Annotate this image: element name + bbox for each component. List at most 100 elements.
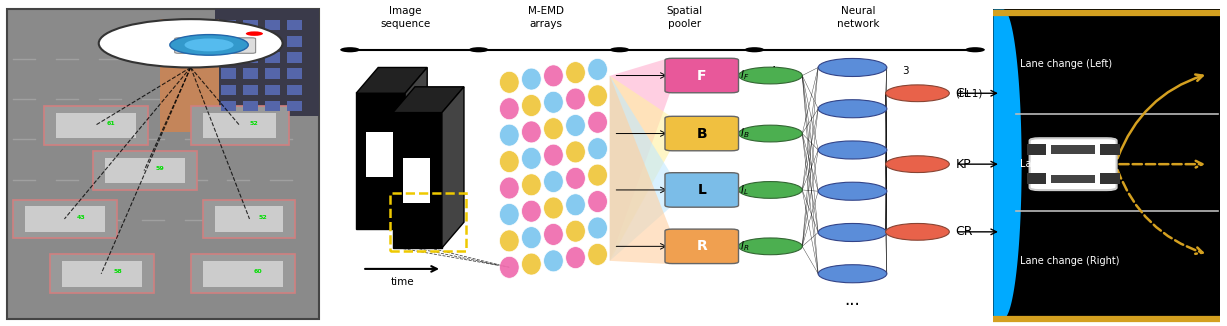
Ellipse shape [499, 230, 519, 252]
Ellipse shape [566, 62, 585, 83]
Ellipse shape [499, 203, 519, 225]
FancyBboxPatch shape [1029, 138, 1117, 190]
Bar [1027, 173, 1047, 185]
Text: (t+1): (t+1) [956, 88, 983, 98]
Text: KP: KP [956, 158, 971, 170]
Bar [994, 9, 1220, 322]
Polygon shape [442, 87, 464, 248]
Ellipse shape [588, 111, 607, 133]
Ellipse shape [588, 138, 607, 160]
Ellipse shape [521, 95, 541, 116]
Circle shape [469, 47, 488, 52]
Circle shape [886, 85, 950, 102]
Ellipse shape [521, 121, 541, 143]
Circle shape [184, 38, 233, 52]
Circle shape [739, 67, 802, 84]
Bar [1052, 145, 1096, 155]
Text: Neural
network: Neural network [837, 7, 880, 29]
Ellipse shape [521, 147, 541, 169]
Text: 40: 40 [250, 121, 259, 126]
Polygon shape [610, 58, 670, 261]
Bar [215, 206, 282, 232]
Text: Spatial
pooler: Spatial pooler [666, 7, 703, 29]
Bar [287, 20, 302, 30]
Ellipse shape [588, 58, 607, 81]
Bar [265, 84, 280, 95]
Bar [104, 158, 184, 184]
Text: 47: 47 [254, 269, 263, 274]
Bar [202, 261, 282, 287]
Bar [7, 9, 319, 319]
Text: time: time [391, 277, 415, 287]
Ellipse shape [544, 91, 563, 113]
Bar [202, 200, 294, 238]
Bar [287, 101, 302, 111]
Circle shape [818, 265, 887, 283]
Bar [221, 84, 236, 95]
Ellipse shape [544, 65, 563, 87]
Ellipse shape [544, 223, 563, 245]
Ellipse shape [521, 200, 541, 222]
Ellipse shape [544, 197, 563, 219]
Ellipse shape [566, 141, 585, 163]
Bar [393, 112, 442, 248]
Bar [287, 52, 302, 63]
Text: (t-1): (t-1) [355, 101, 377, 111]
Bar [265, 68, 280, 79]
Polygon shape [610, 76, 670, 264]
Ellipse shape [588, 191, 607, 213]
Polygon shape [994, 9, 1022, 319]
FancyBboxPatch shape [174, 38, 255, 53]
Bar [366, 132, 393, 177]
Bar [56, 112, 135, 138]
Text: 56: 56 [76, 215, 85, 219]
Bar [265, 52, 280, 63]
Bar [215, 9, 319, 116]
Bar [265, 36, 280, 47]
Ellipse shape [544, 170, 563, 193]
Ellipse shape [521, 253, 541, 275]
Circle shape [739, 238, 802, 255]
Text: 50: 50 [833, 66, 847, 76]
FancyBboxPatch shape [665, 173, 739, 207]
Bar [221, 36, 236, 47]
Polygon shape [610, 76, 670, 261]
FancyBboxPatch shape [665, 116, 739, 151]
Bar [221, 52, 236, 63]
Ellipse shape [544, 250, 563, 272]
FancyBboxPatch shape [665, 229, 739, 264]
Bar [13, 200, 117, 238]
Bar [287, 84, 302, 95]
Text: B: B [697, 126, 707, 141]
Circle shape [340, 47, 360, 52]
Bar [243, 20, 258, 30]
Bar [221, 20, 236, 30]
Circle shape [739, 182, 802, 198]
Bar [265, 101, 280, 111]
Text: $I_{F}$: $I_{F}$ [740, 69, 750, 82]
Bar [44, 106, 147, 145]
Text: Lane change (Right): Lane change (Right) [1021, 256, 1120, 266]
Ellipse shape [499, 124, 519, 146]
Circle shape [169, 35, 248, 55]
Text: CL: CL [956, 87, 972, 100]
Bar [50, 254, 153, 293]
Text: $I_{L}$: $I_{L}$ [740, 183, 748, 197]
Text: ···: ··· [844, 296, 860, 314]
Circle shape [886, 223, 950, 240]
Ellipse shape [521, 174, 541, 196]
Text: F: F [697, 68, 707, 82]
Text: M-EMD
arrays: M-EMD arrays [528, 7, 564, 29]
Polygon shape [405, 67, 427, 229]
Bar [402, 158, 429, 203]
Ellipse shape [588, 217, 607, 239]
Bar [356, 93, 405, 229]
Bar [26, 206, 104, 232]
Text: $I_{R}$: $I_{R}$ [740, 239, 750, 253]
Bar [243, 52, 258, 63]
Text: CR: CR [956, 225, 973, 238]
Text: R: R [697, 239, 707, 253]
Bar [1101, 173, 1120, 185]
Bar [390, 193, 466, 251]
Bar [243, 84, 258, 95]
